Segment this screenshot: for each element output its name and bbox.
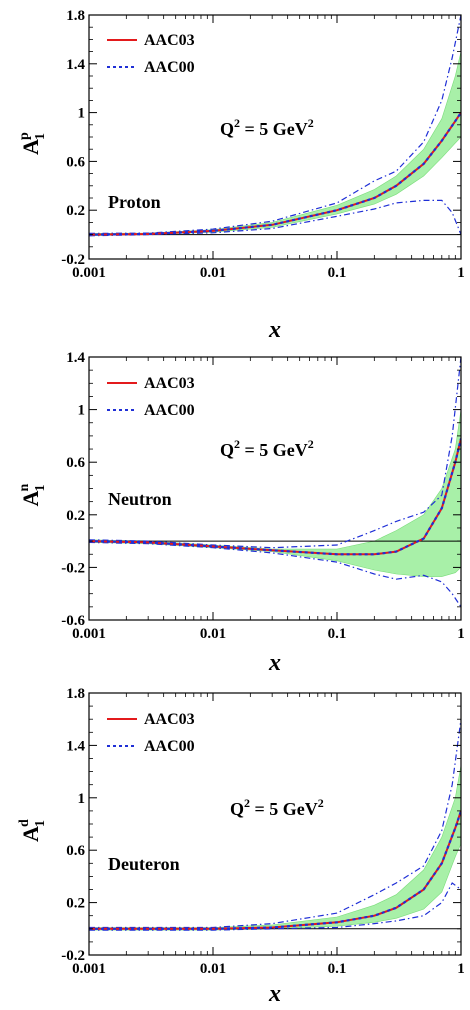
x-axis-label: x: [268, 317, 281, 343]
target-annotation: Neutron: [108, 489, 172, 509]
target-annotation: Deuteron: [108, 854, 180, 874]
q2-q: Q: [230, 799, 244, 819]
x-tick-label: 0.1: [328, 626, 347, 642]
y-tick-label: -0.2: [61, 252, 85, 268]
y-axis-label: A1n: [17, 484, 48, 507]
legend-label-aac03: AAC03: [144, 375, 195, 392]
q2-sup: 2: [244, 796, 250, 810]
legend: AAC03 AAC00: [107, 711, 195, 755]
x-axis-label: x: [268, 981, 281, 1007]
plot-area: [89, 357, 461, 608]
series-line-aac00: [89, 810, 461, 930]
x-tick-label: 1: [457, 265, 465, 281]
y-tick-label: 0.2: [66, 508, 85, 524]
y-tick-label: -0.2: [61, 560, 85, 576]
y-tick-label: 1.8: [66, 8, 85, 24]
x-axis-label: x: [268, 650, 281, 676]
y-tick-label: 0.2: [66, 203, 85, 219]
y-axis-label-sub: 1: [33, 820, 48, 827]
plot-area: [89, 15, 461, 237]
y-axis-label-sup: d: [17, 819, 32, 827]
aac00-bound-lower: [89, 541, 461, 608]
y-tick-label: 1: [78, 403, 86, 419]
aac00-bound-upper: [89, 15, 461, 234]
q2-rest: = 5 GeV: [240, 440, 308, 460]
legend-label-aac03: AAC03: [144, 32, 195, 49]
y-tick-label: 1.4: [66, 350, 85, 366]
x-tick-label: 0.01: [200, 265, 226, 281]
target-annotation: Proton: [108, 192, 161, 212]
series-line-aac00: [89, 438, 461, 556]
aac00-bound-upper: [89, 357, 461, 549]
x-tick-label: 0.01: [200, 626, 226, 642]
uncertainty-band: [89, 764, 461, 931]
y-tick-label: 0.6: [66, 843, 85, 859]
q2-sup2: 2: [318, 796, 324, 810]
chart-panel-2: 0.001 0.01 0.1 1-0.6-0.20.20.611.4xA1nAAC03…: [17, 350, 465, 676]
legend-label-aac03: AAC03: [144, 711, 195, 728]
q2-sup: 2: [234, 437, 240, 451]
q2-annotation: Q2 = 5 GeV2: [220, 437, 314, 460]
q2-q: Q: [220, 440, 234, 460]
q2-sup2: 2: [308, 437, 314, 451]
x-tick-label: 0.001: [72, 626, 106, 642]
y-axis-label-main: A: [18, 491, 43, 507]
legend-label-aac00: AAC00: [144, 738, 195, 755]
plot-area: [89, 719, 461, 931]
q2-q: Q: [220, 119, 234, 139]
plot-frame: [88, 692, 462, 956]
legend-label-aac00: AAC00: [144, 59, 195, 76]
y-tick-label: 1: [78, 106, 86, 122]
x-tick-label: 1: [457, 626, 465, 642]
x-tick-label: 1: [457, 961, 465, 977]
y-axis-label-sub: 1: [33, 133, 48, 140]
y-tick-label: 1.8: [66, 686, 85, 702]
q2-rest: = 5 GeV: [240, 119, 308, 139]
x-tick-label: 0.1: [328, 265, 347, 281]
y-axis-label-sup: p: [17, 132, 32, 140]
y-tick-label: 0.2: [66, 896, 85, 912]
y-axis-label: A1p: [17, 132, 48, 155]
y-tick-label: 0.6: [66, 455, 85, 471]
q2-annotation: Q2 = 5 GeV2: [220, 116, 314, 139]
aac00-bound-lower: [89, 199, 461, 237]
y-axis-label: A1d: [17, 819, 48, 842]
q2-annotation: Q2 = 5 GeV2: [230, 796, 324, 819]
aac00-bound-lower: [89, 882, 461, 931]
legend-label-aac00: AAC00: [144, 402, 195, 419]
legend: AAC03 AAC00: [107, 375, 195, 419]
series-line-aac00: [89, 111, 461, 236]
y-tick-label: 1.4: [66, 738, 85, 754]
q2-sup2: 2: [308, 116, 314, 130]
x-tick-label: 0.001: [72, 961, 106, 977]
y-tick-label: -0.2: [61, 948, 85, 964]
y-axis-label-sup: n: [17, 484, 32, 492]
q2-sup: 2: [234, 116, 240, 130]
q2-rest: = 5 GeV: [250, 799, 318, 819]
x-tick-label: 0.1: [328, 961, 347, 977]
legend: AAC03 AAC00: [107, 32, 195, 76]
y-axis-label-main: A: [18, 826, 43, 842]
uncertainty-band: [89, 51, 461, 237]
x-tick-label: 0.01: [200, 961, 226, 977]
y-tick-label: 1.4: [66, 57, 85, 73]
uncertainty-band: [89, 409, 461, 577]
y-tick-label: 1: [78, 791, 86, 807]
y-tick-label: -0.6: [61, 613, 85, 629]
y-axis-label-main: A: [18, 139, 43, 155]
chart-panel-3: 0.001 0.01 0.1 1-0.20.20.611.41.8xA1dAAC03A…: [17, 686, 465, 1007]
y-tick-label: 0.6: [66, 154, 85, 170]
y-axis-label-sub: 1: [33, 485, 48, 492]
chart-panel-1: 0.001 0.01 0.1 1-0.20.20.611.41.8xA1pAAC03A…: [17, 8, 465, 343]
x-tick-label: 0.001: [72, 265, 106, 281]
